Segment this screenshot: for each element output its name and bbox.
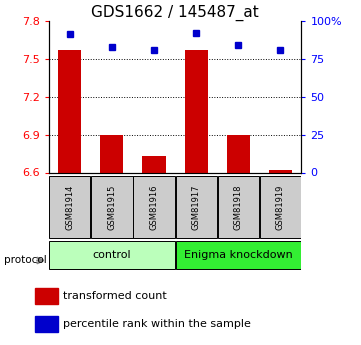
Title: GDS1662 / 145487_at: GDS1662 / 145487_at	[91, 4, 259, 21]
Bar	[184, 50, 208, 172]
Text: GSM81917: GSM81917	[192, 184, 201, 230]
Bar	[218, 176, 259, 238]
Text: control: control	[93, 250, 131, 260]
Bar	[227, 135, 250, 172]
Bar	[58, 50, 81, 172]
Text: transformed count: transformed count	[63, 291, 167, 301]
Text: GSM81918: GSM81918	[234, 184, 243, 230]
Bar	[175, 241, 301, 269]
Bar	[134, 176, 175, 238]
Bar	[91, 176, 132, 238]
Bar	[35, 288, 58, 304]
Text: GSM81919: GSM81919	[276, 184, 285, 230]
Bar	[260, 176, 301, 238]
Text: protocol: protocol	[4, 256, 46, 265]
Bar	[35, 316, 58, 332]
Text: Enigma knockdown: Enigma knockdown	[184, 250, 293, 260]
Bar	[100, 135, 123, 172]
Bar	[175, 176, 217, 238]
Bar	[143, 156, 166, 172]
Text: percentile rank within the sample: percentile rank within the sample	[63, 319, 251, 329]
Text: GSM81916: GSM81916	[149, 184, 158, 230]
Bar	[269, 170, 292, 172]
Text: GSM81915: GSM81915	[108, 184, 116, 230]
Bar	[49, 241, 175, 269]
Bar	[49, 176, 90, 238]
Text: GSM81914: GSM81914	[65, 184, 74, 230]
